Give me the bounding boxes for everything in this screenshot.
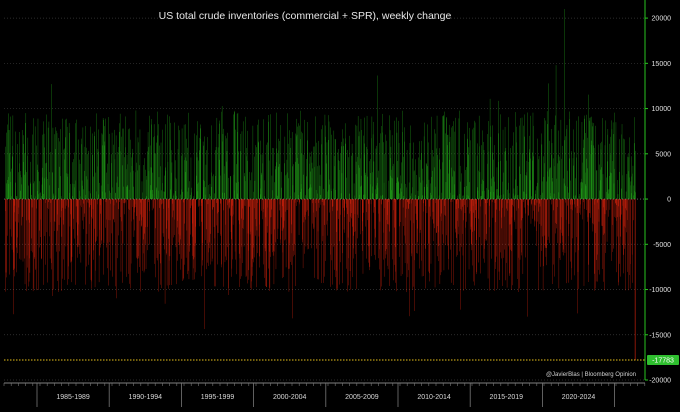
x-period-label: 1995-1999 <box>201 394 235 401</box>
positive-bars <box>5 9 636 199</box>
y-tick-label: 0 <box>667 197 671 204</box>
y-tick-label: 20000 <box>652 16 672 23</box>
source-note: @JavierBlas | Bloomberg Opinion <box>546 372 636 378</box>
y-tick-label: -10000 <box>649 287 671 294</box>
x-period-label: 1985-1989 <box>56 394 90 401</box>
last-value-label: -17783 <box>652 358 674 365</box>
x-period-label: 2000-2004 <box>273 394 307 401</box>
y-tick-label: -15000 <box>649 332 671 339</box>
chart-title: US total crude inventories (commercial +… <box>159 10 452 22</box>
x-period-label: 2020-2024 <box>562 394 596 401</box>
x-period-label: 1990-1994 <box>129 394 163 401</box>
x-period-label: 2010-2014 <box>417 394 451 401</box>
y-tick-label: -5000 <box>653 242 671 249</box>
y-tick-label: 15000 <box>652 61 672 68</box>
y-tick-label: -20000 <box>649 378 671 385</box>
x-period-label: 2005-2009 <box>345 394 379 401</box>
y-tick-label: 5000 <box>655 151 671 158</box>
y-axis: 20000 15000 10000 5000 0 -5000 -10000 -15000 -20… <box>645 0 671 385</box>
negative-bars <box>5 199 636 360</box>
x-axis: 1985-1989 1990-1994 1995-1999 2000-2004 2005… <box>4 383 645 407</box>
y-tick-label: 10000 <box>652 106 672 113</box>
x-period-label: 2015-2019 <box>490 394 524 401</box>
